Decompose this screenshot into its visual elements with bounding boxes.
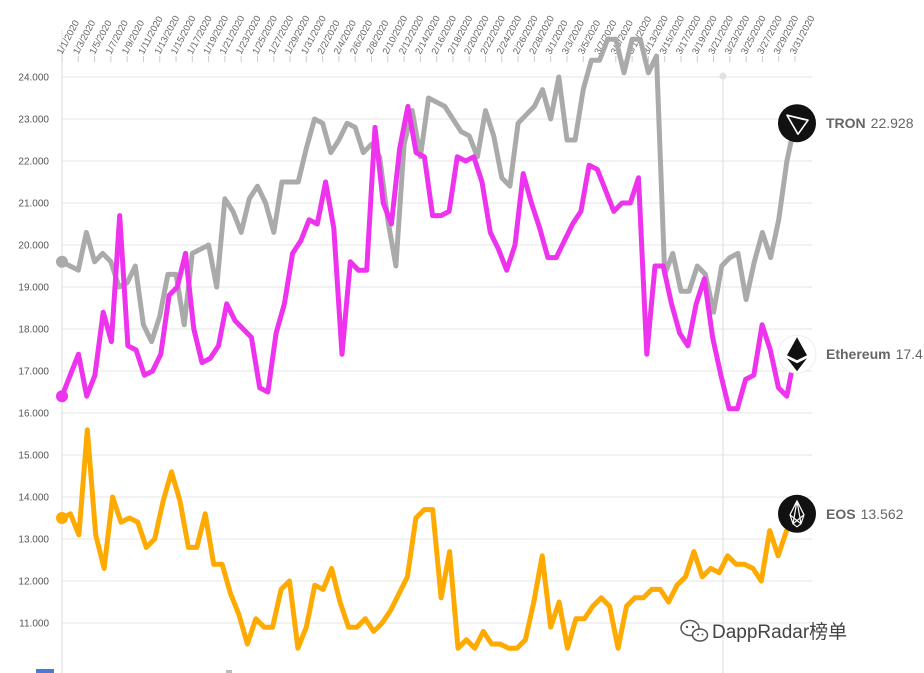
legend-swatch-blue: [36, 669, 54, 673]
series-start-marker-ethereum: [56, 390, 68, 403]
legend-swatch-gray: [226, 670, 232, 673]
grid-lines: [61, 30, 812, 673]
series-lines: [56, 36, 798, 651]
y-tick-label-12: 23.000: [18, 115, 49, 126]
watermark-text: DappRadar榜单: [712, 621, 847, 643]
y-tick-label-6: 17.000: [18, 367, 49, 378]
legend-value-tron: 22.928: [871, 115, 914, 131]
bottom-legend-hint: [36, 669, 232, 673]
y-tick-label-4: 15.000: [18, 451, 49, 462]
series-line-tron: [59, 36, 798, 345]
legend-value-ethereum: 17.4: [896, 346, 923, 362]
y-tick-label-13: 24.000: [18, 73, 49, 84]
series-legend: TRON 22.928 Ethereum 17.4 EOS 13.562: [777, 104, 923, 533]
eos-icon: [778, 494, 816, 533]
y-tick-label-2: 13.000: [18, 535, 49, 546]
y-tick-label-9: 20.000: [18, 241, 49, 252]
watermark: DappRadar榜单: [680, 619, 847, 643]
series-line-eos: [59, 427, 798, 651]
series-start-marker-tron: [56, 255, 68, 268]
y-tick-label-11: 22.000: [18, 157, 49, 168]
wechat-icon: [680, 619, 709, 642]
y-tick-label-8: 19.000: [18, 283, 49, 294]
y-tick-label-0: 11.000: [19, 619, 49, 630]
tron-icon: [778, 104, 816, 143]
y-tick-label-7: 18.000: [18, 325, 49, 336]
hover-crosshair-dot: [719, 72, 727, 80]
legend-label-ethereum: Ethereum: [826, 346, 891, 362]
legend-value-eos: 13.562: [861, 506, 904, 522]
y-tick-label-3: 14.000: [18, 493, 49, 504]
series-line-ethereum: [59, 103, 798, 412]
y-tick-label-1: 12.000: [18, 577, 49, 588]
y-axis-ticks: 11.000 12.000 13.000 14.000 15.000 16.000 17.0…: [18, 73, 49, 630]
ethereum-icon: [777, 334, 817, 374]
legend-label-eos: EOS: [826, 506, 856, 522]
legend-label-tron: TRON: [826, 115, 866, 131]
x-axis-ticks: 1/1/20201/3/20201/5/20201/7/20201/9/2020…: [55, 14, 817, 62]
y-tick-label-10: 21.000: [18, 199, 49, 210]
series-start-marker-eos: [56, 512, 68, 524]
y-tick-label-5: 16.000: [18, 409, 49, 420]
